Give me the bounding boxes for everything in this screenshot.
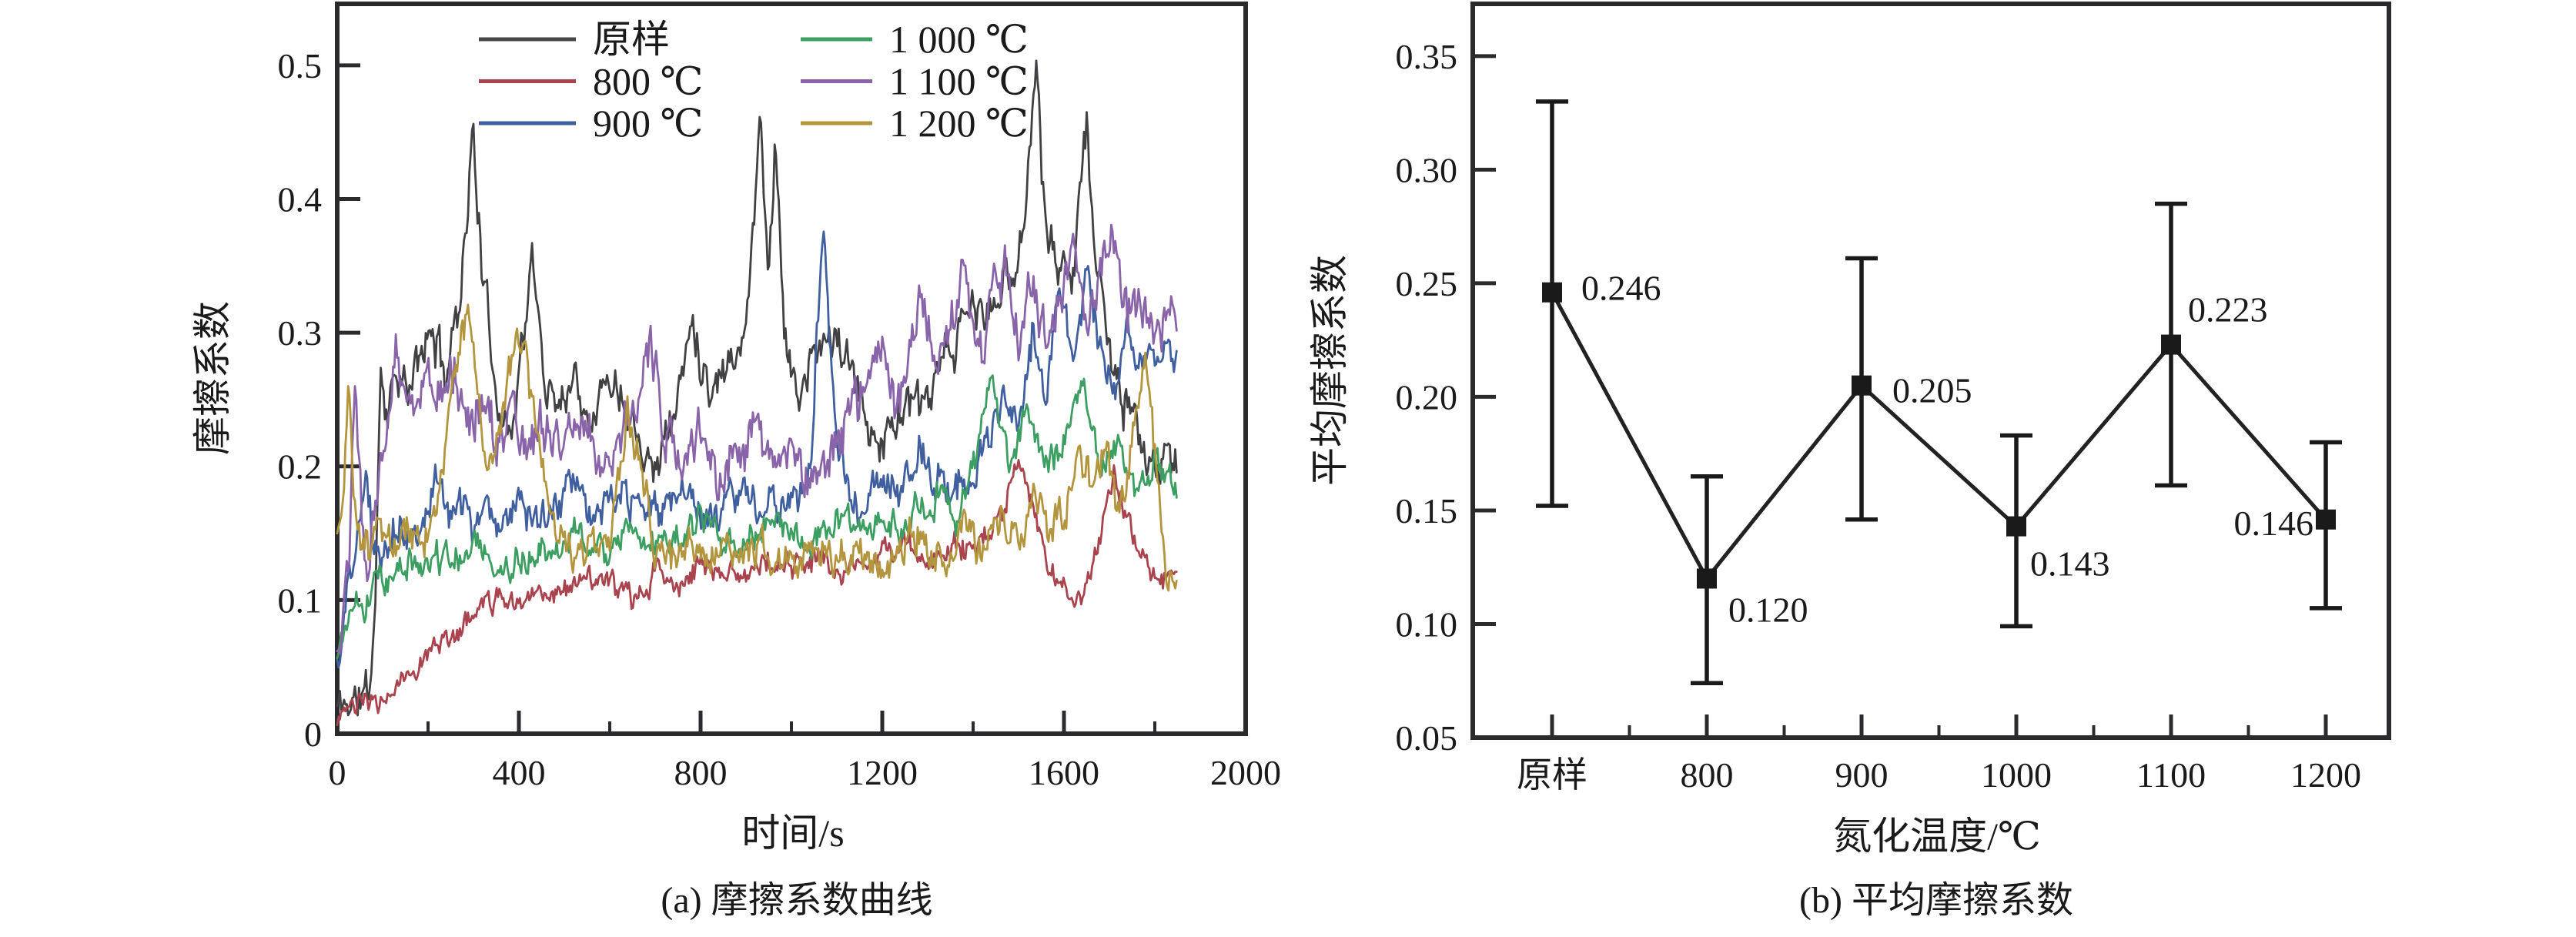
square-marker — [1542, 282, 1562, 303]
value-label: 0.205 — [1892, 371, 1972, 410]
right-x-tick-label: 900 — [1835, 755, 1889, 795]
left-x-axis-title: 时间/s — [741, 812, 845, 855]
legend-label: 900 ℃ — [593, 102, 703, 145]
data-point-1100: 0.223 — [2155, 201, 2268, 488]
square-marker — [2161, 334, 2181, 355]
data-point-1000: 0.143 — [2000, 433, 2110, 629]
series-line-1100℃ — [336, 223, 1178, 654]
legend-label: 800 ℃ — [593, 60, 703, 103]
data-point-原样: 0.246 — [1536, 99, 1661, 508]
legend-label: 1 200 ℃ — [889, 102, 1029, 145]
left-x-tick-label: 800 — [674, 753, 728, 792]
right-y-tick-label: 0.35 — [1396, 37, 1458, 76]
square-marker — [2006, 516, 2026, 537]
right-x-tick-label: 1200 — [2290, 755, 2361, 795]
square-marker — [2316, 509, 2336, 530]
left-x-tick-label: 1200 — [847, 753, 918, 792]
right-chart-caption: (b) 平均摩擦系数 — [1799, 880, 2073, 921]
value-label: 0.246 — [1581, 269, 1661, 308]
data-point-1200: 0.146 — [2234, 440, 2342, 611]
left-x-tick-label: 1600 — [1029, 753, 1099, 792]
legend-item: 1 100 ℃ — [801, 60, 1029, 103]
series-line-800℃ — [336, 459, 1178, 726]
right-x-axis-title: 氮化温度/℃ — [1833, 815, 2041, 858]
value-label: 0.120 — [1728, 590, 1808, 629]
square-marker — [1852, 375, 1872, 396]
square-marker — [1697, 568, 1717, 589]
right-y-tick-label: 0.20 — [1396, 377, 1458, 417]
right-y-axis-title: 平均摩擦系数 — [1308, 255, 1351, 486]
series-line-900℃ — [336, 230, 1178, 669]
value-label: 0.143 — [2030, 544, 2110, 584]
left-y-axis-title: 摩擦系数 — [191, 301, 234, 455]
left-chart-caption: (a) 摩擦系数曲线 — [661, 880, 933, 921]
right-x-tick-label: 原样 — [1517, 755, 1587, 795]
data-point-900: 0.205 — [1845, 256, 1972, 522]
data-point-800: 0.120 — [1691, 474, 1808, 685]
legend-item: 800 ℃ — [479, 60, 703, 103]
left-y-tick-label: 0.2 — [278, 447, 323, 487]
left-y-tick-label: 0.5 — [278, 46, 323, 85]
left-y-tick-label: 0.4 — [278, 179, 323, 219]
right-plot-frame — [1470, 2, 2391, 740]
right-y-tick-label: 0.15 — [1396, 491, 1458, 530]
mean-connecting-line — [1550, 291, 2327, 581]
left-x-tick-label: 2000 — [1210, 753, 1281, 792]
legend-label: 1 100 ℃ — [889, 60, 1029, 103]
series-line-1000℃ — [336, 374, 1178, 660]
right-y-tick-label: 0.05 — [1396, 718, 1458, 758]
right-y-tick-label: 0.25 — [1396, 264, 1458, 303]
series-line-1200℃ — [336, 303, 1178, 592]
left-y-tick-label: 0.3 — [278, 313, 323, 353]
legend-item: 1 200 ℃ — [801, 102, 1029, 145]
legend-item: 1 000 ℃ — [801, 18, 1029, 61]
value-label: 0.146 — [2234, 504, 2314, 543]
left-y-tick-label: 0 — [304, 714, 322, 754]
right-x-tick-label: 800 — [1681, 755, 1734, 795]
legend-item: 900 ℃ — [479, 102, 703, 145]
left-x-tick-label: 0 — [329, 753, 346, 792]
left-x-tick-label: 400 — [493, 753, 546, 792]
right-x-tick-label: 1100 — [2136, 755, 2206, 795]
right-x-tick-label: 1000 — [1981, 755, 2052, 795]
left-y-tick-label: 0.1 — [278, 581, 323, 620]
value-label: 0.223 — [2188, 290, 2268, 330]
legend-item: 原样 — [479, 18, 670, 61]
right-y-tick-label: 0.10 — [1396, 604, 1458, 644]
right-y-tick-label: 0.30 — [1396, 150, 1458, 189]
mean-friction-chart: 0.05 0.10 0.15 0.20 0.25 0.30 0.35 原样 800 900 1000… — [1396, 2, 2391, 795]
legend-label: 原样 — [593, 18, 670, 61]
friction-curves-chart: 0 0.1 0.2 0.3 0.4 0.5 0 400 800 1200 1600 2000 — [278, 2, 1281, 792]
series-line-original — [336, 59, 1178, 717]
legend-label: 1 000 ℃ — [889, 18, 1029, 61]
